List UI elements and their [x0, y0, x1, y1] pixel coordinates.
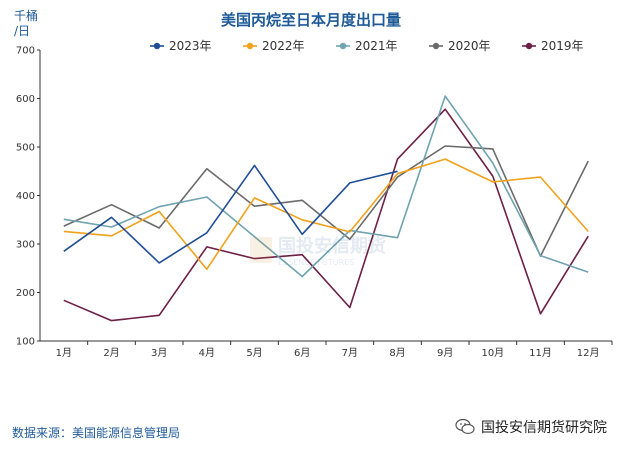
series-line-2023年 [63, 164, 398, 264]
brand: 国投安信期货研究院 [455, 417, 607, 437]
legend-marker [432, 42, 440, 50]
data-source: 数据来源：美国能源信息管理局 [12, 426, 181, 440]
legend-label: 2020年 [448, 39, 491, 53]
legend-label: 2021年 [355, 39, 398, 53]
chart-title: 美国丙烷至日本月度出口量 [221, 11, 401, 29]
legend-item: 2021年 [336, 39, 398, 53]
x-tick-label: 7月 [342, 347, 358, 359]
x-tick-label: 6月 [294, 347, 310, 359]
legend-label: 2023年 [169, 39, 212, 53]
x-tick-label: 9月 [437, 347, 453, 359]
axes: 100 200 300 400 500 600 700 1月 2月 3月 4月 5月 6月 7月 8月 9月 1… [16, 46, 613, 359]
legend-marker [339, 42, 347, 50]
y-tick-label: 100 [16, 337, 35, 348]
legend-item: 2019年 [522, 39, 584, 53]
series-line-2019年 [63, 108, 589, 322]
x-tick-label: 8月 [389, 347, 405, 359]
y-tick-label: 300 [16, 240, 35, 251]
legend-marker [525, 42, 533, 50]
series-line-2021年 [63, 95, 589, 278]
y-tick-label: 400 [16, 191, 35, 202]
y-tick-label: 600 [16, 94, 35, 105]
x-tick-label: 11月 [529, 347, 552, 359]
x-tick-label: 2月 [103, 347, 119, 359]
y-tick-label: 700 [16, 46, 35, 57]
legend-label: 2022年 [262, 39, 305, 53]
x-tick-label: 10月 [481, 347, 504, 359]
legend-item: 2022年 [243, 39, 305, 53]
legend: 2023年 2022年 2021年 2020年 2019年 [150, 39, 584, 53]
x-tick-label: 4月 [199, 347, 215, 359]
brand-name: 国投安信期货研究院 [481, 420, 607, 436]
legend-marker [153, 42, 161, 50]
legend-item: 2020年 [429, 39, 491, 53]
y-tick-label: 200 [16, 288, 35, 299]
x-tick-label: 1月 [56, 347, 72, 359]
x-tick-label: 5月 [246, 347, 262, 359]
wechat-icon [455, 418, 475, 435]
series-line-2022年 [63, 158, 589, 270]
y-unit-label-line1: 千桶 [14, 8, 38, 23]
legend-marker [246, 42, 254, 50]
legend-item: 2023年 [150, 39, 212, 53]
series-line-2020年 [63, 145, 589, 257]
x-tick-label: 3月 [151, 347, 167, 359]
legend-label: 2019年 [541, 39, 584, 53]
series-layer [63, 95, 589, 322]
y-tick-label: 500 [16, 143, 35, 154]
x-tick-label: 12月 [577, 347, 600, 359]
y-unit-label-line2: /日 [14, 24, 30, 38]
